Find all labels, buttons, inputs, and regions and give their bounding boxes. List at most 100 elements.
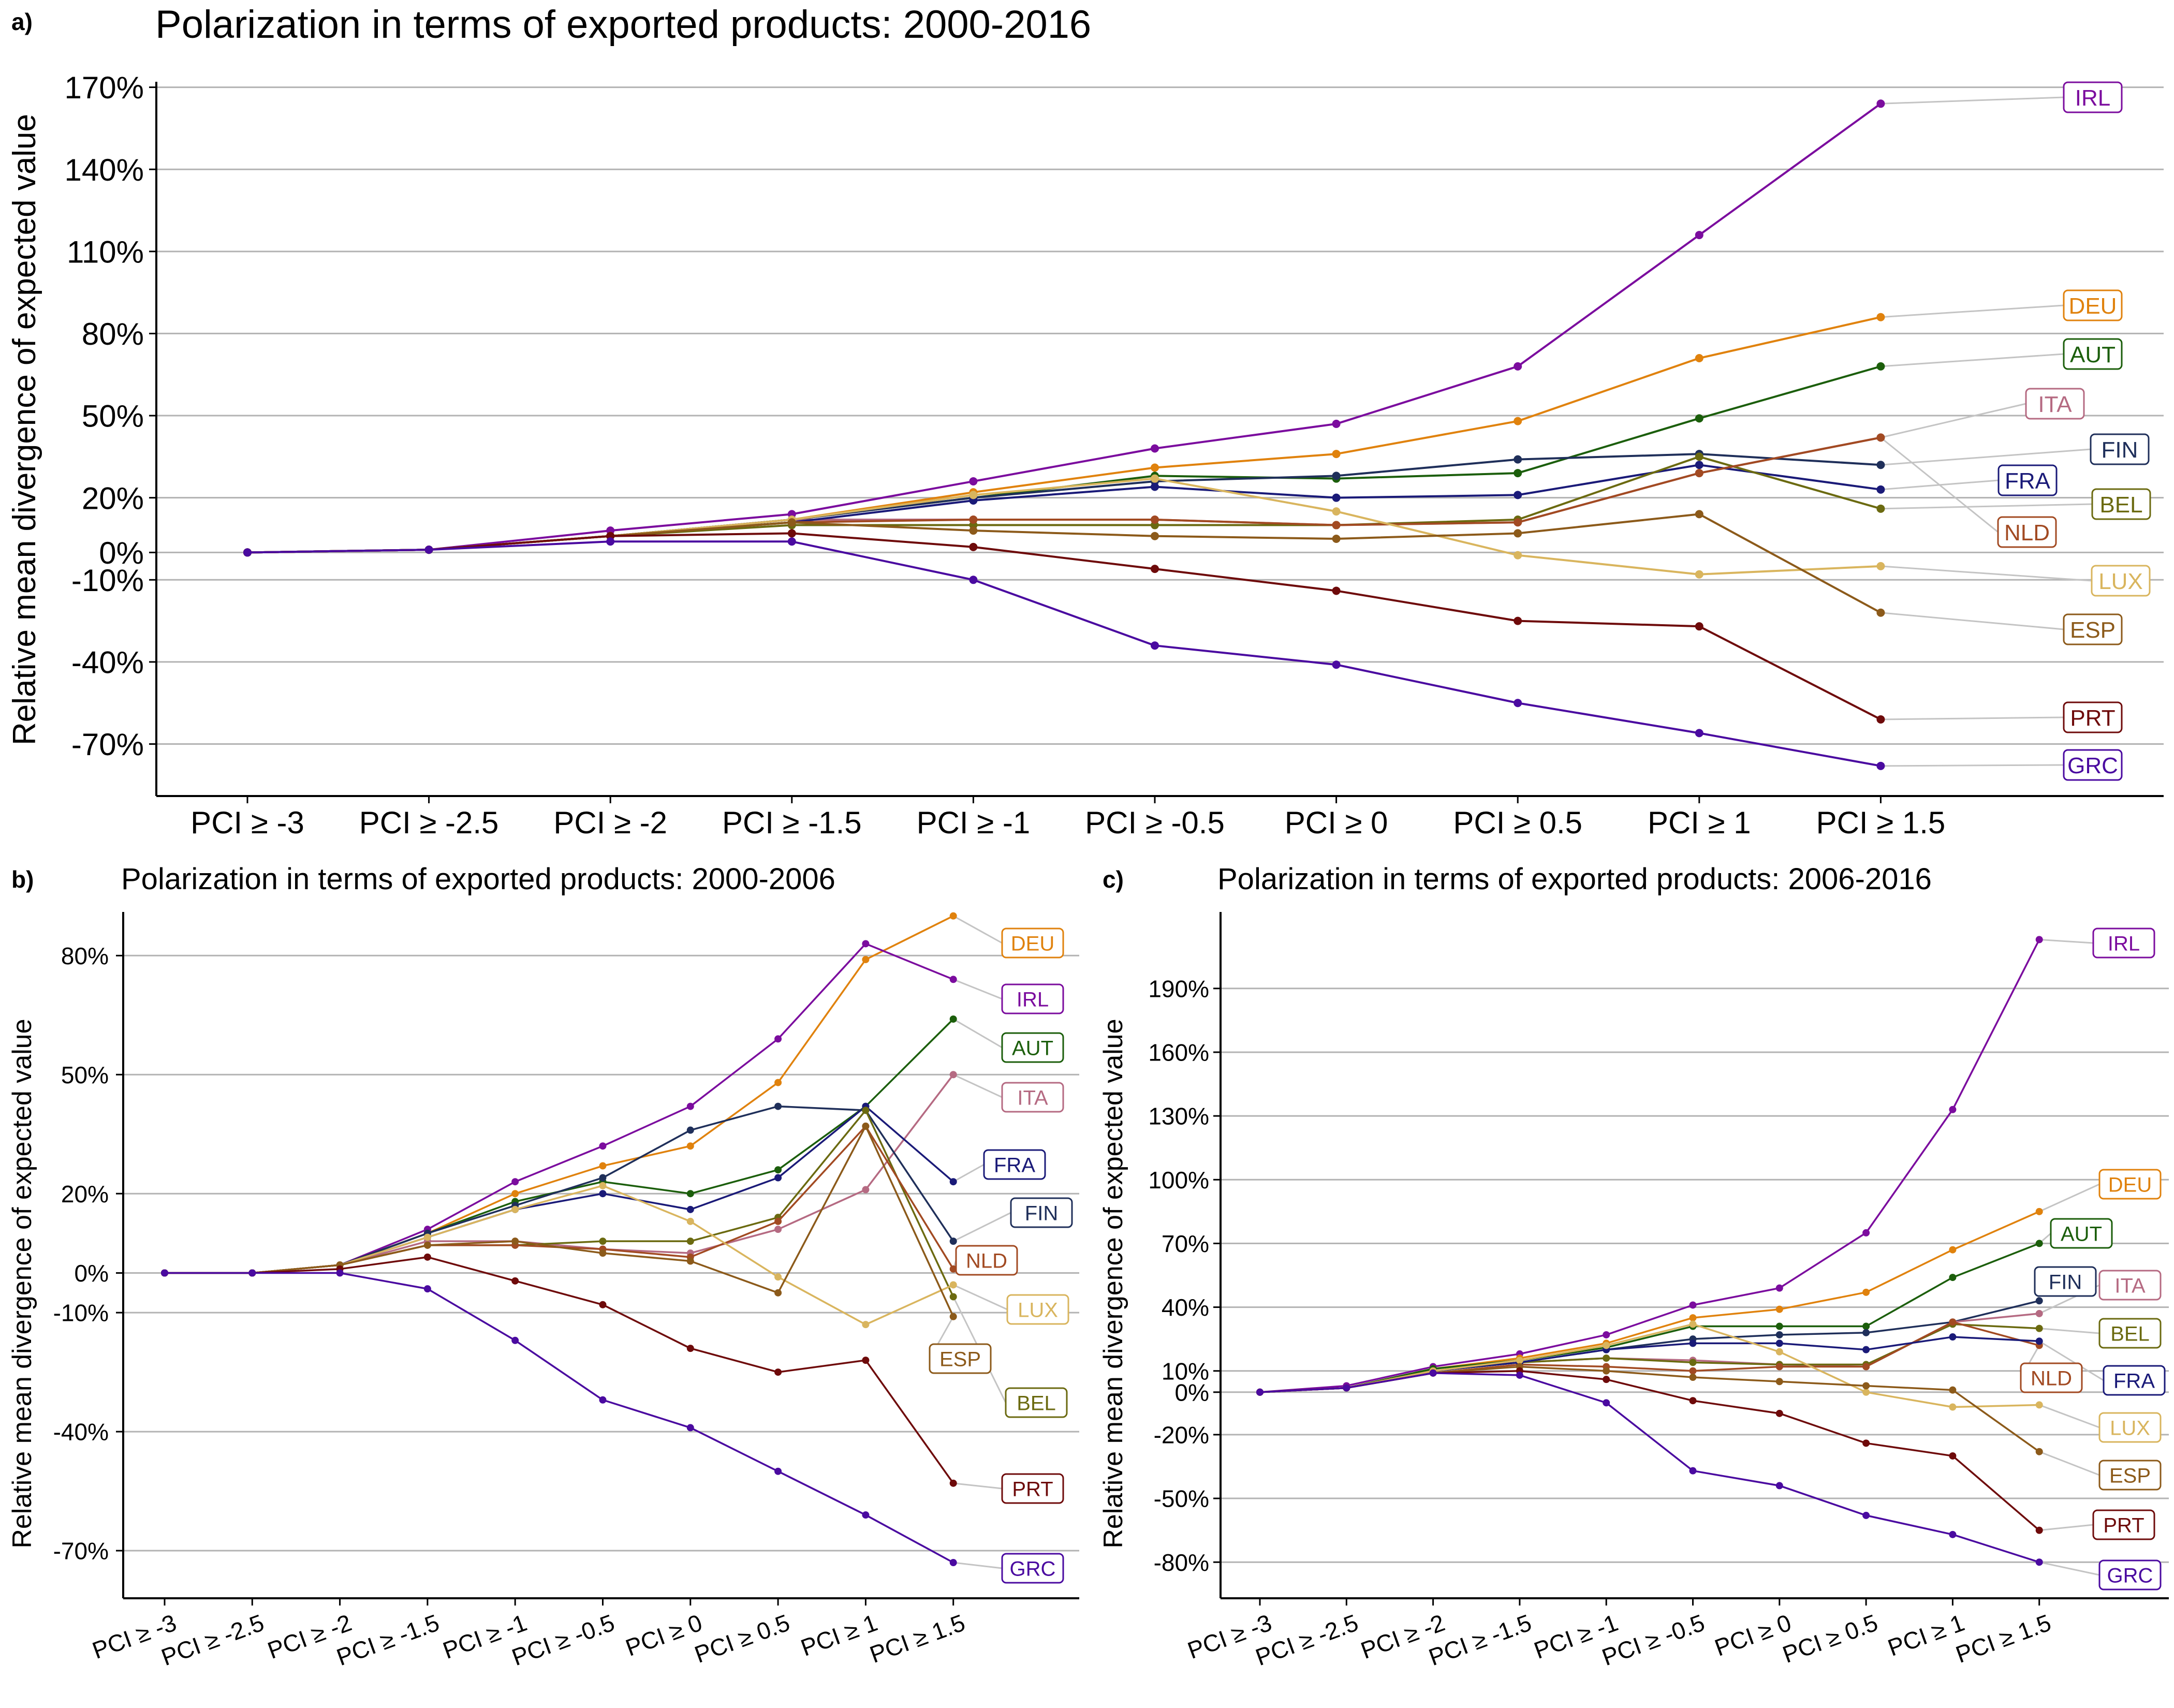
data-point-grc xyxy=(423,1285,431,1293)
data-point-grc xyxy=(243,548,252,557)
data-point-esp xyxy=(1775,1378,1783,1386)
end-label-deu: DEU xyxy=(2069,293,2117,319)
end-label-box-irl xyxy=(1001,983,1064,1014)
data-point-irl xyxy=(949,976,957,983)
data-point-prt xyxy=(774,1368,782,1376)
panel-b-ylabel: Relative mean divergence of expected val… xyxy=(7,1019,37,1548)
data-point-esp xyxy=(969,526,978,535)
data-point-irl xyxy=(969,477,978,485)
data-point-fra xyxy=(1775,1339,1783,1347)
data-point-lux xyxy=(1695,570,1703,579)
end-label-fra: FRA xyxy=(2005,468,2051,494)
end-label-ita: ITA xyxy=(2038,392,2072,417)
end-label-box-fra xyxy=(1997,464,2058,496)
data-point-grc xyxy=(1689,1467,1697,1475)
data-point-fra xyxy=(1876,485,1885,494)
panel-a-y-ticks: -70% -40% -10%0% 20% 50% 80% 110% 140% 170% xyxy=(65,70,156,762)
data-point-lux xyxy=(862,1321,870,1329)
end-label-esp: ESP xyxy=(939,1348,981,1371)
data-point-grc xyxy=(774,1467,782,1475)
data-point-deu xyxy=(1775,1305,1783,1313)
data-point-deu xyxy=(1689,1314,1697,1322)
end-label-ita: ITA xyxy=(2114,1274,2146,1297)
data-point-aut xyxy=(1775,1322,1783,1330)
end-label-grc: GRC xyxy=(2107,1564,2153,1587)
data-point-lux xyxy=(1876,562,1885,570)
y-tick-label: 0% xyxy=(1175,1379,1209,1406)
end-label-grc: GRC xyxy=(1010,1557,1056,1580)
data-point-nld xyxy=(1332,521,1341,529)
y-tick-label: 110% xyxy=(67,234,144,269)
end-label-box-fin xyxy=(1010,1197,1073,1228)
data-point-prt xyxy=(862,1357,870,1364)
data-point-lux xyxy=(1862,1388,1870,1396)
data-point-aut xyxy=(1862,1322,1870,1330)
data-point-irl xyxy=(1949,1106,1957,1113)
end-label-box-deu xyxy=(1001,927,1064,959)
series-line-irl xyxy=(247,102,1882,554)
data-point-bel xyxy=(2035,1324,2043,1332)
data-point-prt xyxy=(423,1253,431,1261)
data-point-grc xyxy=(599,1396,607,1404)
end-label-deu: DEU xyxy=(1011,932,1054,955)
label-connector-bel xyxy=(1881,503,2093,510)
end-label-deu: DEU xyxy=(2108,1173,2152,1196)
data-point-grc xyxy=(1343,1384,1350,1392)
x-tick-label: PCI ≥ 0 xyxy=(1285,805,1388,840)
data-point-lux xyxy=(1775,1348,1783,1356)
y-tick-label: 20% xyxy=(61,1181,109,1208)
end-label-bel: BEL xyxy=(1017,1392,1056,1415)
end-label-box-ita xyxy=(1001,1082,1064,1113)
data-point-nld xyxy=(1514,518,1522,527)
label-connector-nld xyxy=(1880,437,1999,533)
end-label-prt: PRT xyxy=(2070,705,2115,731)
data-point-bel xyxy=(599,1238,607,1245)
series-line-irl xyxy=(1259,939,2040,1393)
data-point-prt xyxy=(1775,1409,1783,1417)
label-connector-aut xyxy=(1881,353,2064,367)
x-tick-label: PCI ≥ -3 xyxy=(190,805,304,840)
end-label-ita: ITA xyxy=(1017,1086,1048,1109)
data-point-aut xyxy=(1949,1274,1957,1282)
y-tick-label: -70% xyxy=(71,727,144,762)
end-label-irl: IRL xyxy=(1017,988,1049,1011)
label-connector-grc xyxy=(2039,1561,2100,1576)
data-point-bel xyxy=(686,1238,694,1245)
x-tick-label: PCI ≥ -1.5 xyxy=(722,805,862,840)
data-point-grc xyxy=(949,1559,957,1567)
data-point-lux xyxy=(1332,507,1341,516)
data-point-irl xyxy=(1603,1331,1610,1338)
data-point-irl xyxy=(1862,1229,1870,1236)
end-label-fin: FIN xyxy=(1025,1202,1058,1225)
data-point-aut xyxy=(949,1015,957,1023)
panel-c-end-labels: IRL DEU AUT FIN ITA BEL NLD FRA LUX ESP PRT GRC xyxy=(2020,927,2166,1591)
data-point-nld xyxy=(774,1217,782,1225)
data-point-esp xyxy=(1862,1382,1870,1390)
data-point-irl xyxy=(1689,1301,1697,1309)
data-point-fin xyxy=(1862,1329,1870,1336)
data-point-prt xyxy=(686,1345,694,1352)
data-point-lux xyxy=(1514,551,1522,559)
data-point-grc xyxy=(1876,761,1885,770)
label-connector-lux xyxy=(2039,1404,2100,1429)
data-point-aut xyxy=(1695,414,1703,423)
data-point-fra xyxy=(1949,1333,1957,1341)
data-point-nld xyxy=(1689,1367,1697,1375)
label-connector-deu xyxy=(952,915,1003,944)
data-point-deu xyxy=(686,1142,694,1150)
y-tick-label: -70% xyxy=(53,1538,109,1565)
data-point-fra xyxy=(1695,461,1703,469)
data-point-nld xyxy=(969,515,978,524)
y-tick-label: 190% xyxy=(1148,975,1209,1002)
end-label-box-lux xyxy=(2098,1412,2162,1443)
end-label-box-bel xyxy=(1005,1387,1068,1418)
data-point-lux xyxy=(949,1281,957,1289)
data-point-prt xyxy=(511,1277,519,1285)
data-point-irl xyxy=(1151,444,1159,453)
x-tick-label: PCI ≥ -2.5 xyxy=(359,805,499,840)
data-point-fin xyxy=(686,1126,694,1134)
data-point-aut xyxy=(686,1190,694,1198)
data-point-ita xyxy=(774,1226,782,1233)
data-point-deu xyxy=(949,912,957,920)
